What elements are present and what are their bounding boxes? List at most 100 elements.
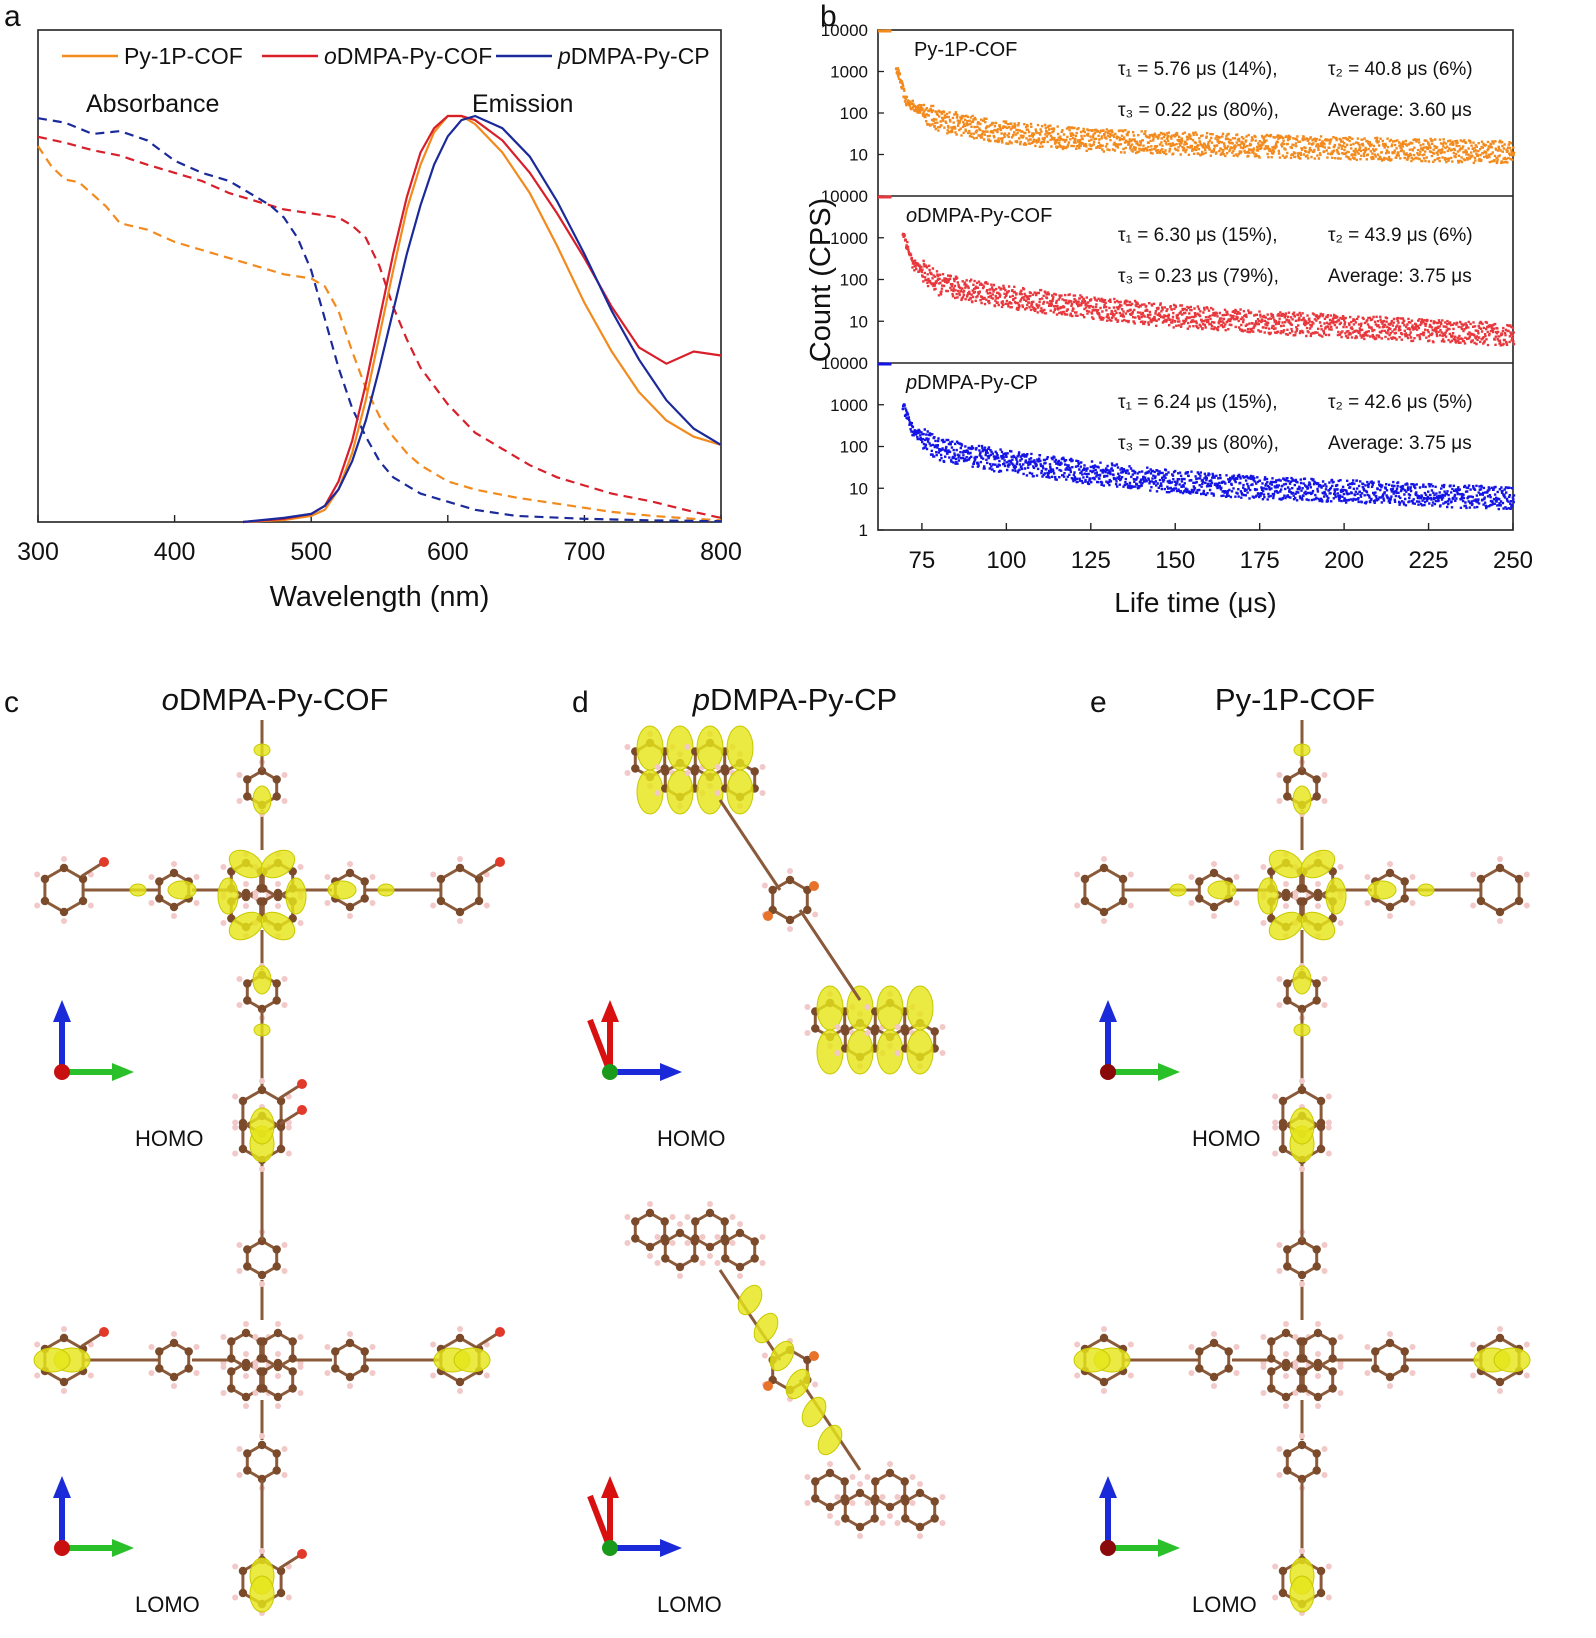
e-homo-end-ring-1-h-4	[1299, 1078, 1305, 1084]
e-homo-core-ring-1-h-1	[1283, 903, 1289, 909]
molecule-structure-d	[587, 725, 946, 1557]
d-lomo-pyrene-ring-0-2	[693, 1211, 727, 1249]
e-lomo-end-ring-2-h-2	[1074, 1372, 1081, 1379]
axes-triad-c-bottom-up-head	[53, 1476, 71, 1498]
d-lomo-pyrene-ring-1-0	[813, 1471, 847, 1509]
c-homo-homo-lobe-arm-3	[327, 880, 357, 900]
c-homo-end-ring-3-h-0	[483, 902, 490, 909]
c-lomo-core-ring-1-atom-3	[227, 1337, 236, 1346]
c-lomo-lomo-lobe-end2-3	[453, 1347, 491, 1373]
c-lomo-core-ring-4-atom-4	[273, 1358, 283, 1368]
e-lomo-arm-ring-1-atom-5	[1312, 1449, 1321, 1458]
e-homo-arm-ring-1-atom-0	[1312, 996, 1321, 1005]
series-emission-3	[242, 114, 722, 524]
d-lomo-pyrene-ring-0-1-atom-4	[675, 1228, 685, 1238]
c-lomo-end-ring-2-h-3	[34, 1341, 41, 1348]
e-homo-end-ring-3-h-0	[1523, 902, 1530, 909]
e-lomo-arm-ring-3-atom-0	[1400, 1364, 1409, 1373]
c-homo-arm-ring-2-atom-3	[155, 877, 164, 886]
c-lomo-core-ring-4-h-1	[275, 1403, 281, 1409]
d-homo-center-ring-atom-4	[785, 875, 795, 885]
c-homo-end-ring-2	[43, 866, 85, 914]
e-homo-arm-ring-2-atom-4	[1209, 868, 1219, 878]
c-homo-arm-ring-0-atom-3	[243, 775, 252, 784]
c-lomo-end-ring-3-h-4	[457, 1326, 463, 1332]
d-lomo-pyrene-ring-1-3-atom-2	[901, 1514, 910, 1523]
c-homo-arm-ring-2-atom-1	[169, 902, 179, 912]
d-homo-homo-lobe-bot-0-1	[666, 769, 694, 815]
c-homo-oxygen-1	[297, 1079, 307, 1089]
c-lomo-core-ring-2-h-1	[275, 1373, 281, 1379]
d-lomo-pyrene-ring-0-2-h-5	[729, 1214, 736, 1220]
c-lomo-end-ring-0-h-1	[259, 1166, 265, 1172]
e-lomo-core-ring-2-h-4	[1315, 1321, 1321, 1327]
e-homo-arm-ring-1-atom-3	[1283, 979, 1292, 988]
e-homo-homo-core-4	[1325, 877, 1347, 915]
c-homo-end-ring-2-atom-5	[78, 874, 88, 884]
c-lomo-core-ring-4-h-3	[252, 1364, 259, 1370]
c-homo-end-ring-2-atom-4	[59, 863, 69, 873]
d-homo-pyrene-ring-1-1-h-2	[834, 1050, 841, 1056]
e-lomo-core-ring-1-atom-3	[1267, 1337, 1276, 1346]
c-homo-arm-ring-0-atom-2	[243, 792, 252, 801]
e-lomo-end-ring-3-h-2	[1470, 1372, 1477, 1379]
c-homo-end-ring-3-atom-1	[455, 907, 465, 917]
d-lomo-pyrene-ring-0-1	[663, 1231, 697, 1269]
d-lomo-pyrene-ring-0-0-h-4	[647, 1201, 653, 1207]
decay-points-2	[901, 403, 1516, 511]
annotation-absorbance: Absorbance	[86, 90, 219, 118]
c-lomo-arm-ring-0	[245, 1239, 279, 1277]
d-lomo-pyrene-ring-1-1-atom-0	[870, 1514, 879, 1523]
c-lomo-oxygen-1	[297, 1549, 307, 1559]
d-homo-homo-lobe-top-0-2	[696, 725, 724, 771]
d-lomo-pyrene-ring-1-2-atom-1	[885, 1502, 895, 1512]
c-lomo-end-ring-0-atom-0	[276, 1144, 286, 1154]
d-homo-pyrene-ring-1-3-atom-5	[930, 1027, 939, 1036]
molecule-structure-c	[33, 720, 505, 1616]
e-lomo-end-ring-0-h-3	[1272, 1119, 1279, 1126]
d-lomo-pyrene-ring-1-2-h-4	[887, 1461, 893, 1467]
e-homo-arm-ring-3-atom-1	[1385, 902, 1395, 912]
c-lomo-arm-ring-3-atom-2	[331, 1364, 340, 1373]
c-homo-end-ring-1-atom-4	[257, 1085, 267, 1095]
e-lomo-end-ring-3-atom-1	[1495, 1377, 1505, 1387]
e-homo-arm-ring-2-h-3	[1188, 874, 1195, 880]
d-lomo-lomo-lobe-1	[753, 1312, 779, 1344]
e-homo-arm-ring-3-atom-5	[1400, 877, 1409, 886]
d-lomo-pyrene-ring-0-2-h-0	[729, 1240, 736, 1246]
y-tick-label-b-1-3: 10000	[821, 187, 868, 206]
x-tick-label-b-0: 75	[909, 547, 936, 574]
series-absorbance-1	[37, 135, 722, 519]
e-lomo-arm-ring-2-atom-4	[1209, 1338, 1219, 1348]
molecule-title-d: pDMPA-Py-CP	[692, 682, 898, 717]
e-lomo-arm-ring-0-atom-3	[1283, 1245, 1292, 1254]
e-lomo-fragment	[1073, 1104, 1531, 1616]
c-homo-end-ring-3-atom-3	[436, 874, 446, 884]
e-homo-end-ring-2-atom-0	[1118, 896, 1128, 906]
e-homo-end-ring-2-h-4	[1101, 856, 1107, 862]
e-homo-end-ring-3	[1479, 866, 1521, 914]
c-lomo-end-ring-2-h-1	[61, 1388, 67, 1394]
d-lomo-lomo-lobe-4	[801, 1396, 827, 1428]
y-tick-label-b-0-2: 1000	[830, 63, 868, 82]
c-lomo-end-ring-2-h-2	[34, 1372, 41, 1379]
c-lomo-core-ring-2-atom-2	[259, 1354, 268, 1363]
e-lomo-end-ring-1-atom-2	[1278, 1588, 1288, 1598]
c-lomo-core-ring-3-atom-4	[241, 1358, 251, 1368]
e-homo-homo-core-3	[1257, 877, 1279, 915]
d-lomo-lomo-lobe-3	[785, 1368, 811, 1400]
c-homo-end-ring-3-h-2	[430, 902, 437, 909]
d-lomo-pyrene-ring-0-3-atom-5	[750, 1237, 759, 1246]
c-lomo-end-ring-0-h-0	[285, 1150, 292, 1157]
c-homo-homo-core-6	[260, 911, 296, 941]
c-homo-arm-ring-0-atom-5	[272, 775, 281, 784]
d-lomo-lomo-lobe-5	[817, 1424, 843, 1456]
e-lomo-arm-ring-1-h-4	[1299, 1433, 1305, 1439]
d-lomo-pyrene-ring-1-3-h-4	[917, 1481, 923, 1487]
e-homo-end-ring-2-h-3	[1074, 871, 1081, 878]
c-lomo-oxygen-0	[297, 1105, 307, 1115]
e-lomo-arm-ring-3-h-3	[1364, 1344, 1371, 1350]
c-homo-core-ring-3-atom-4	[241, 888, 251, 898]
d-lomo-center-ring-h-0	[812, 1381, 819, 1388]
c-homo-end-ring-2-h-1	[61, 918, 67, 924]
